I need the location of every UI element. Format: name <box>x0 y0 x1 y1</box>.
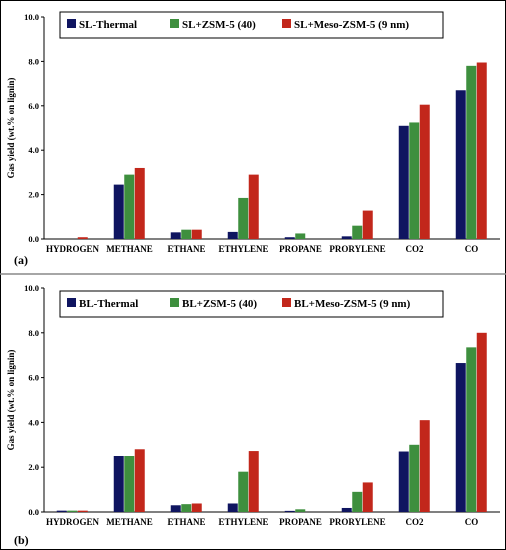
bar <box>135 449 145 512</box>
y-tick-label: 4.0 <box>28 145 39 155</box>
y-tick-label: 4.0 <box>28 417 39 427</box>
legend-swatch <box>170 19 179 28</box>
bar <box>114 456 124 512</box>
y-tick-label: 6.0 <box>28 101 39 111</box>
x-tick-label: HYDROGEN <box>46 244 100 254</box>
bar <box>420 105 430 239</box>
bar <box>342 508 352 512</box>
y-tick-label: 0.0 <box>28 507 39 517</box>
x-tick-label: PRORYLENE <box>329 244 385 254</box>
bar <box>192 503 202 512</box>
x-tick-label: PROPANE <box>279 244 322 254</box>
bar <box>78 237 88 239</box>
bar <box>114 185 124 239</box>
bar <box>285 237 295 239</box>
x-tick-label: CO <box>465 517 479 527</box>
bar <box>192 230 202 239</box>
x-tick-label: ETHANE <box>167 517 205 527</box>
legend-label: SL+ZSM-5 (40) <box>182 19 256 31</box>
bar <box>352 492 362 512</box>
y-tick-label: 0.0 <box>28 234 39 244</box>
bar <box>363 211 373 239</box>
legend-swatch <box>282 298 291 307</box>
bar <box>135 168 145 239</box>
y-tick-label: 2.0 <box>28 462 39 472</box>
bar <box>124 456 134 512</box>
legend-label: BL+Meso-ZSM-5 (9 nm) <box>294 298 411 310</box>
bar <box>171 505 181 512</box>
bar <box>295 509 305 512</box>
y-tick-label: 8.0 <box>28 56 39 66</box>
bar <box>295 233 305 239</box>
bar <box>124 175 134 239</box>
bar <box>342 236 352 239</box>
legend-swatch <box>67 19 76 28</box>
y-tick-label: 10.0 <box>24 283 39 293</box>
bar <box>466 347 476 512</box>
y-tick-label: 10.0 <box>24 12 39 22</box>
legend-label: BL-Thermal <box>79 298 138 310</box>
legend-swatch <box>170 298 179 307</box>
bar <box>181 504 191 512</box>
bar <box>409 445 419 512</box>
y-axis-label: Gas yield (wt.% on lignin) <box>6 350 16 451</box>
bar <box>285 511 295 512</box>
bar <box>228 232 238 239</box>
y-tick-label: 6.0 <box>28 373 39 383</box>
bar <box>456 90 466 239</box>
bar <box>363 482 373 512</box>
x-tick-label: METHANE <box>106 244 153 254</box>
bar <box>238 472 248 512</box>
legend-swatch <box>282 19 291 28</box>
x-tick-label: HYDROGEN <box>46 517 100 527</box>
bar <box>228 503 238 512</box>
x-tick-label: ETHANE <box>167 244 205 254</box>
bar <box>477 63 487 239</box>
bar <box>420 420 430 512</box>
bar <box>399 452 409 512</box>
bar <box>409 122 419 239</box>
bar <box>238 198 248 239</box>
bar <box>399 126 409 239</box>
legend-label: SL+Meso-ZSM-5 (9 nm) <box>294 19 409 31</box>
x-tick-label: ETHYLENE <box>218 517 268 527</box>
x-tick-label: ETHYLENE <box>218 244 268 254</box>
panel-label: (a) <box>14 253 28 267</box>
x-tick-label: PROPANE <box>279 517 322 527</box>
bar <box>477 333 487 512</box>
legend-label: BL+ZSM-5 (40) <box>182 298 257 310</box>
panel-label: (b) <box>14 533 29 547</box>
bar <box>57 511 67 512</box>
bar <box>181 230 191 239</box>
y-tick-label: 2.0 <box>28 190 39 200</box>
legend-label: SL-Thermal <box>79 19 137 31</box>
bar <box>249 451 259 512</box>
x-tick-label: CO <box>465 244 479 254</box>
legend-swatch <box>67 298 76 307</box>
bar <box>78 511 88 512</box>
bar <box>67 511 77 512</box>
bar <box>352 226 362 239</box>
x-tick-label: METHANE <box>106 517 153 527</box>
y-axis-label: Gas yield (wt.% on lignin) <box>6 78 16 179</box>
bar <box>171 232 181 239</box>
bar <box>456 363 466 512</box>
bar <box>466 66 476 239</box>
x-tick-label: PRORYLENE <box>329 517 385 527</box>
bar <box>249 175 259 239</box>
x-tick-label: CO2 <box>406 517 425 527</box>
y-tick-label: 8.0 <box>28 328 39 338</box>
x-tick-label: CO2 <box>406 244 425 254</box>
